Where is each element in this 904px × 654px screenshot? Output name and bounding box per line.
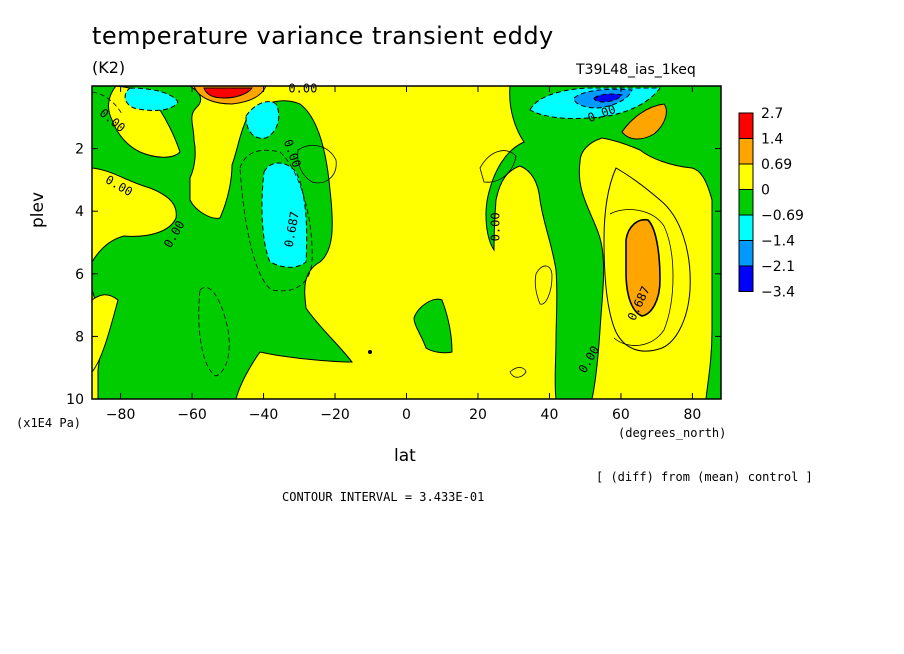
colorbar-label: −1.4 — [761, 234, 795, 250]
y-axis-units: (x1E4 Pa) — [16, 416, 82, 430]
region-darkblue-north — [593, 93, 623, 103]
colorbar-swatch — [738, 163, 754, 190]
colorbar-swatch — [738, 112, 754, 139]
chart-title: temperature variance transient eddy — [92, 22, 554, 50]
y-tick-label: 2 — [75, 142, 84, 158]
contour-field — [92, 86, 721, 399]
contour-interval: CONTOUR INTERVAL = 3.433E-01 — [282, 490, 485, 504]
x-axis-label: lat — [394, 446, 416, 466]
x-axis-ticks: −80 −60 −40 −20 0 20 40 60 80 — [106, 86, 701, 423]
colorbar-swatch — [738, 265, 754, 292]
region-green-north — [485, 86, 721, 399]
colorbar-label: −2.1 — [761, 259, 795, 275]
colorbar-swatch — [738, 138, 754, 165]
colorbar-label: 0 — [761, 183, 770, 199]
colorbar-label: 2.7 — [761, 106, 783, 122]
contour-labels: 0.000.000.000.000.000.687 0.000.000.6870.… — [97, 81, 653, 375]
contour-label: 0.00 — [288, 81, 317, 95]
contour-lines — [92, 91, 674, 378]
region-orange-north-upper — [621, 103, 667, 140]
y-tick-label: 4 — [75, 204, 84, 220]
colorbar-label: 0.69 — [761, 157, 792, 173]
region-yellow-west — [92, 167, 177, 263]
region-red-south-top — [203, 87, 253, 99]
contour-label: 0.00 — [488, 212, 502, 241]
region-cyan-south-upper — [245, 101, 280, 139]
contour-label: 0.687 — [282, 210, 302, 248]
colorbar-swatch — [738, 240, 754, 267]
y-tick-label: 10 — [66, 392, 84, 408]
region-cyan-nw — [124, 87, 179, 111]
region-cyan-south-main — [261, 162, 308, 268]
colorbar-swatch — [738, 189, 754, 216]
colorbar: 2.7 1.4 0.69 0 −0.69 −1.4 −2.1 −3.4 — [738, 106, 804, 301]
x-tick-label: −60 — [177, 407, 207, 423]
x-tick-label: 80 — [683, 407, 701, 423]
chart-units: (K2) — [92, 58, 126, 77]
x-tick-label: 40 — [541, 407, 559, 423]
x-tick-label: −40 — [249, 407, 279, 423]
colorbar-label: 1.4 — [761, 132, 783, 148]
y-tick-label: 6 — [75, 267, 84, 283]
run-id: T39L48_ias_1keq — [576, 62, 696, 78]
y-tick-label: 8 — [75, 329, 84, 345]
region-yellow-sw — [92, 294, 119, 373]
x-tick-label: 60 — [612, 407, 630, 423]
region-green-equator — [413, 298, 453, 354]
region-orange-north-main — [625, 218, 661, 317]
colorbar-swatch — [738, 214, 754, 241]
x-tick-label: −20 — [320, 407, 350, 423]
colorbar-label: −0.69 — [761, 208, 804, 224]
x-tick-label: −80 — [106, 407, 136, 423]
region-green-south — [92, 86, 354, 399]
colorbar-label: −3.4 — [761, 285, 795, 301]
x-axis-units: (degrees_north) — [618, 426, 727, 440]
footer-note: [ (diff) from (mean) control ] — [596, 470, 813, 484]
y-axis-ticks: 2 4 6 8 10 — [66, 142, 721, 408]
x-tick-label: 0 — [402, 407, 411, 423]
x-tick-label: 20 — [469, 407, 487, 423]
